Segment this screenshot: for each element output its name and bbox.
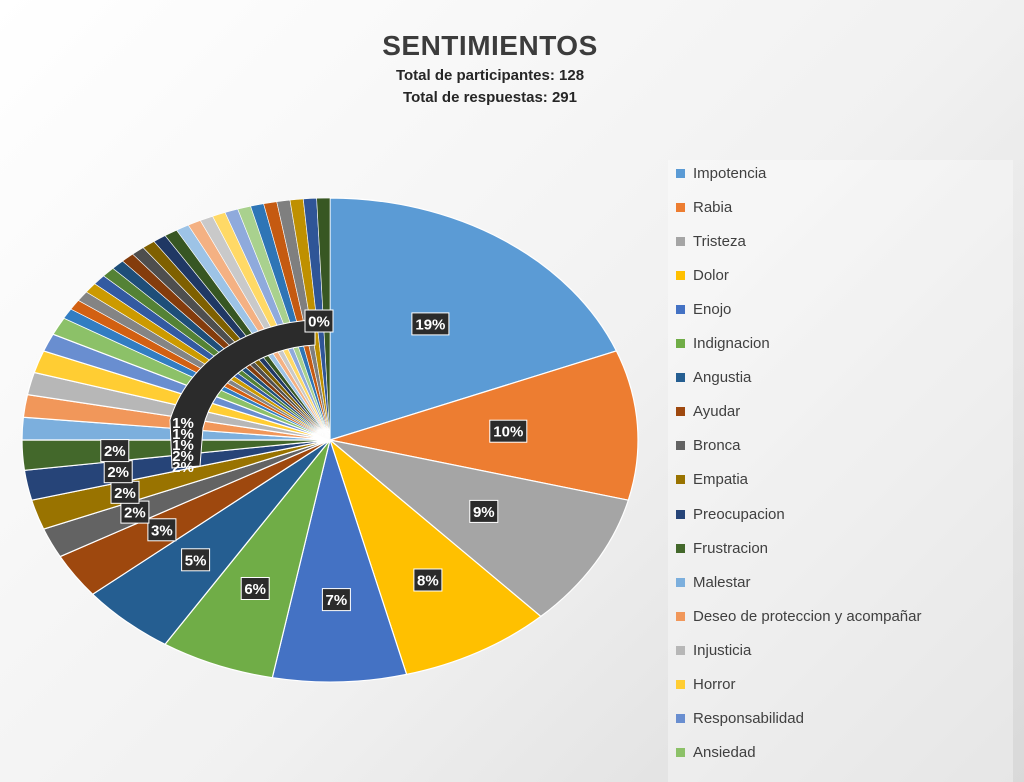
legend-label: Horror xyxy=(693,676,736,693)
legend-item: Enojo xyxy=(676,299,731,319)
data-label-11: 2% xyxy=(100,439,130,463)
legend-label: Impotencia xyxy=(693,164,767,182)
stacked-label-2: 1% xyxy=(172,437,194,454)
legend-item: Injusticia xyxy=(676,640,751,660)
svg-text:19%: 19% xyxy=(415,316,445,333)
legend-label: Injusticia xyxy=(693,641,752,659)
svg-text:8%: 8% xyxy=(417,573,439,590)
data-label-8: 2% xyxy=(120,500,150,524)
legend-swatch xyxy=(676,680,685,689)
data-label-10: 2% xyxy=(103,460,133,484)
legend-label: Responsabilidad xyxy=(693,710,804,728)
legend-label: Deseo de proteccion y acompañar xyxy=(693,607,922,625)
legend-label: Tristeza xyxy=(693,232,746,250)
legend-label: Dolor xyxy=(693,266,729,284)
chart-subtitle-participants: Total de participantes: 128 xyxy=(395,67,585,84)
svg-text:10%: 10% xyxy=(493,424,523,441)
svg-text:2%: 2% xyxy=(114,485,136,502)
legend-swatch xyxy=(676,645,685,655)
legend-item: Responsabilidad xyxy=(676,709,804,729)
legend-label: Bronca xyxy=(693,437,741,455)
legend-item: Impotencia xyxy=(676,163,766,183)
svg-text:7%: 7% xyxy=(326,592,348,609)
svg-text:3%: 3% xyxy=(151,522,173,539)
legend-item: Ayudar xyxy=(676,402,740,422)
svg-text:2%: 2% xyxy=(107,464,129,481)
legend-swatch xyxy=(676,611,685,621)
legend-swatch xyxy=(676,270,685,280)
legend-swatch xyxy=(676,168,685,178)
legend-swatch xyxy=(676,304,685,314)
legend-label: Empatia xyxy=(693,471,749,489)
svg-text:9%: 9% xyxy=(473,504,495,521)
legend-label: Malestar xyxy=(693,573,751,591)
legend-swatch xyxy=(676,236,685,246)
legend-item: Rabia xyxy=(676,197,732,217)
legend-label: Frustracion xyxy=(693,539,769,557)
legend-swatch xyxy=(676,714,685,724)
overlapping-labels-arc xyxy=(169,319,316,469)
legend-swatch xyxy=(676,373,685,383)
legend-label: Angustia xyxy=(693,369,752,387)
chart-subtitle-responses: Total de respuestas: 291 xyxy=(403,89,577,106)
svg-text:5%: 5% xyxy=(185,552,207,569)
pie-slice-2 xyxy=(329,439,630,618)
legend-item: Angustia xyxy=(676,368,751,388)
stacked-label-1: 1% xyxy=(172,426,194,443)
chart-title: SENTIMIENTOS xyxy=(382,30,598,61)
svg-text:2%: 2% xyxy=(104,443,126,460)
legend-swatch xyxy=(676,475,685,485)
legend-item: Ansiedad xyxy=(676,743,756,763)
legend-label: Indignacion xyxy=(693,335,770,352)
legend-item: Empatia xyxy=(676,470,748,490)
data-label-1: 10% xyxy=(489,419,528,443)
legend-swatch xyxy=(676,509,685,519)
data-label-4: 7% xyxy=(321,588,351,612)
legend-swatch xyxy=(676,202,685,212)
data-label-5: 6% xyxy=(240,577,270,600)
legend-label: Ayudar xyxy=(693,403,741,421)
legend-item: Indignacion xyxy=(676,334,770,354)
data-label-0: 19% xyxy=(411,312,450,336)
pie-slice-1 xyxy=(329,350,639,501)
legend-swatch xyxy=(676,339,685,348)
legend-swatch xyxy=(676,543,685,553)
pie-slice-0 xyxy=(329,197,618,441)
data-label-6: 5% xyxy=(181,548,211,572)
legend-item: Deseo de proteccion y acompañar xyxy=(676,606,921,626)
legend-label: Ansiedad xyxy=(693,744,756,762)
data-label-3: 8% xyxy=(413,568,443,592)
legend-item: Dolor xyxy=(676,265,729,285)
legend-label: Preocupacion xyxy=(693,505,785,523)
legend-swatch xyxy=(676,577,685,587)
legend-label: Enojo xyxy=(693,300,732,318)
legend-item: Horror xyxy=(676,675,736,695)
svg-text:0%: 0% xyxy=(308,314,330,331)
legend-label: Rabia xyxy=(693,198,733,216)
pie-slice-4 xyxy=(271,437,408,683)
stacked-label-0: 1% xyxy=(172,415,194,432)
legend-item: Malestar xyxy=(676,572,751,592)
legend-swatch xyxy=(676,441,685,451)
chart-legend: Impotencia Rabia Tristeza Dolor Enojo Indigna… xyxy=(668,160,1013,782)
stacked-label-4: 2% xyxy=(172,459,194,476)
svg-text:2%: 2% xyxy=(124,505,146,522)
legend-item: Preocupacion xyxy=(676,504,785,524)
pie-slice-3 xyxy=(328,438,542,676)
data-label-7: 3% xyxy=(147,518,177,542)
data-label-minor: 0% xyxy=(304,309,334,333)
legend-swatch xyxy=(676,748,685,758)
legend-swatch xyxy=(676,407,685,417)
data-label-2: 9% xyxy=(469,499,499,523)
data-label-9: 2% xyxy=(110,480,140,504)
stacked-label-3: 2% xyxy=(172,448,194,465)
svg-text:6%: 6% xyxy=(244,581,266,598)
legend-item: Tristeza xyxy=(676,231,746,251)
legend-item: Bronca xyxy=(676,436,741,456)
legend-item: Frustracion xyxy=(676,538,768,558)
